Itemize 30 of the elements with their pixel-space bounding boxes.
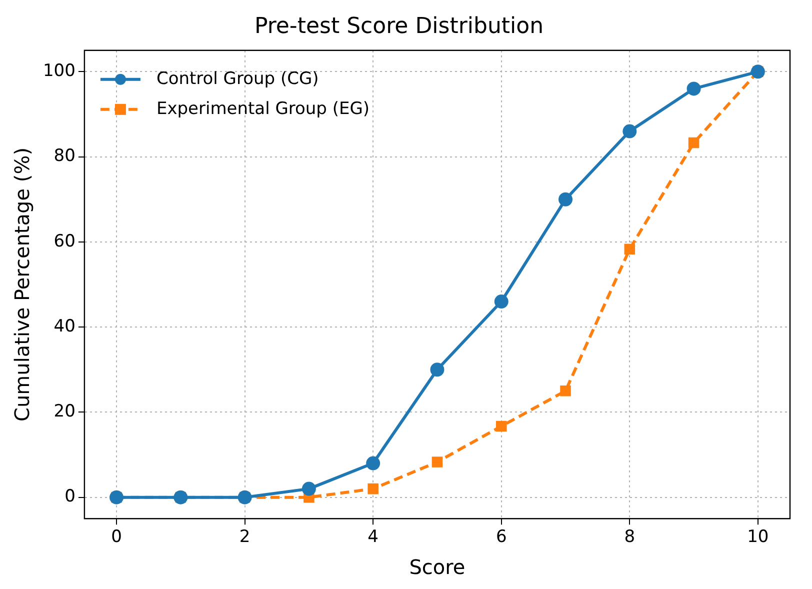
point — [624, 244, 636, 255]
x-axis-title: Score — [409, 555, 466, 580]
point — [558, 192, 573, 206]
x-tick-label: 8 — [624, 527, 636, 548]
chart-title: Pre-test Score Distribution — [254, 14, 544, 39]
point — [560, 386, 571, 396]
point — [302, 482, 316, 496]
point — [432, 456, 443, 468]
point — [622, 124, 637, 138]
point — [688, 137, 700, 148]
point — [686, 82, 701, 96]
y-tick-label: 80 — [54, 146, 76, 166]
y-tick-label: 40 — [54, 316, 76, 336]
point — [494, 294, 508, 309]
y-tick-label: 60 — [54, 231, 76, 252]
legend-label: Experimental Group (EG) — [156, 98, 370, 119]
point — [430, 362, 444, 377]
point — [496, 420, 507, 432]
point — [366, 456, 380, 470]
y-tick-label: 0 — [64, 486, 76, 507]
x-tick-label: 2 — [239, 527, 250, 548]
x-tick-label: 4 — [368, 527, 378, 548]
point — [368, 483, 378, 494]
y-tick-label: 20 — [54, 402, 76, 422]
x-tick-label: 6 — [496, 527, 507, 548]
y-axis-title: Cumulative Percentage (%) — [10, 148, 34, 422]
legend-label: Control Group (CG) — [156, 68, 319, 89]
x-tick-label: 10 — [747, 527, 769, 548]
y-tick-label: 100 — [42, 61, 76, 82]
x-tick-label: 0 — [111, 527, 122, 548]
